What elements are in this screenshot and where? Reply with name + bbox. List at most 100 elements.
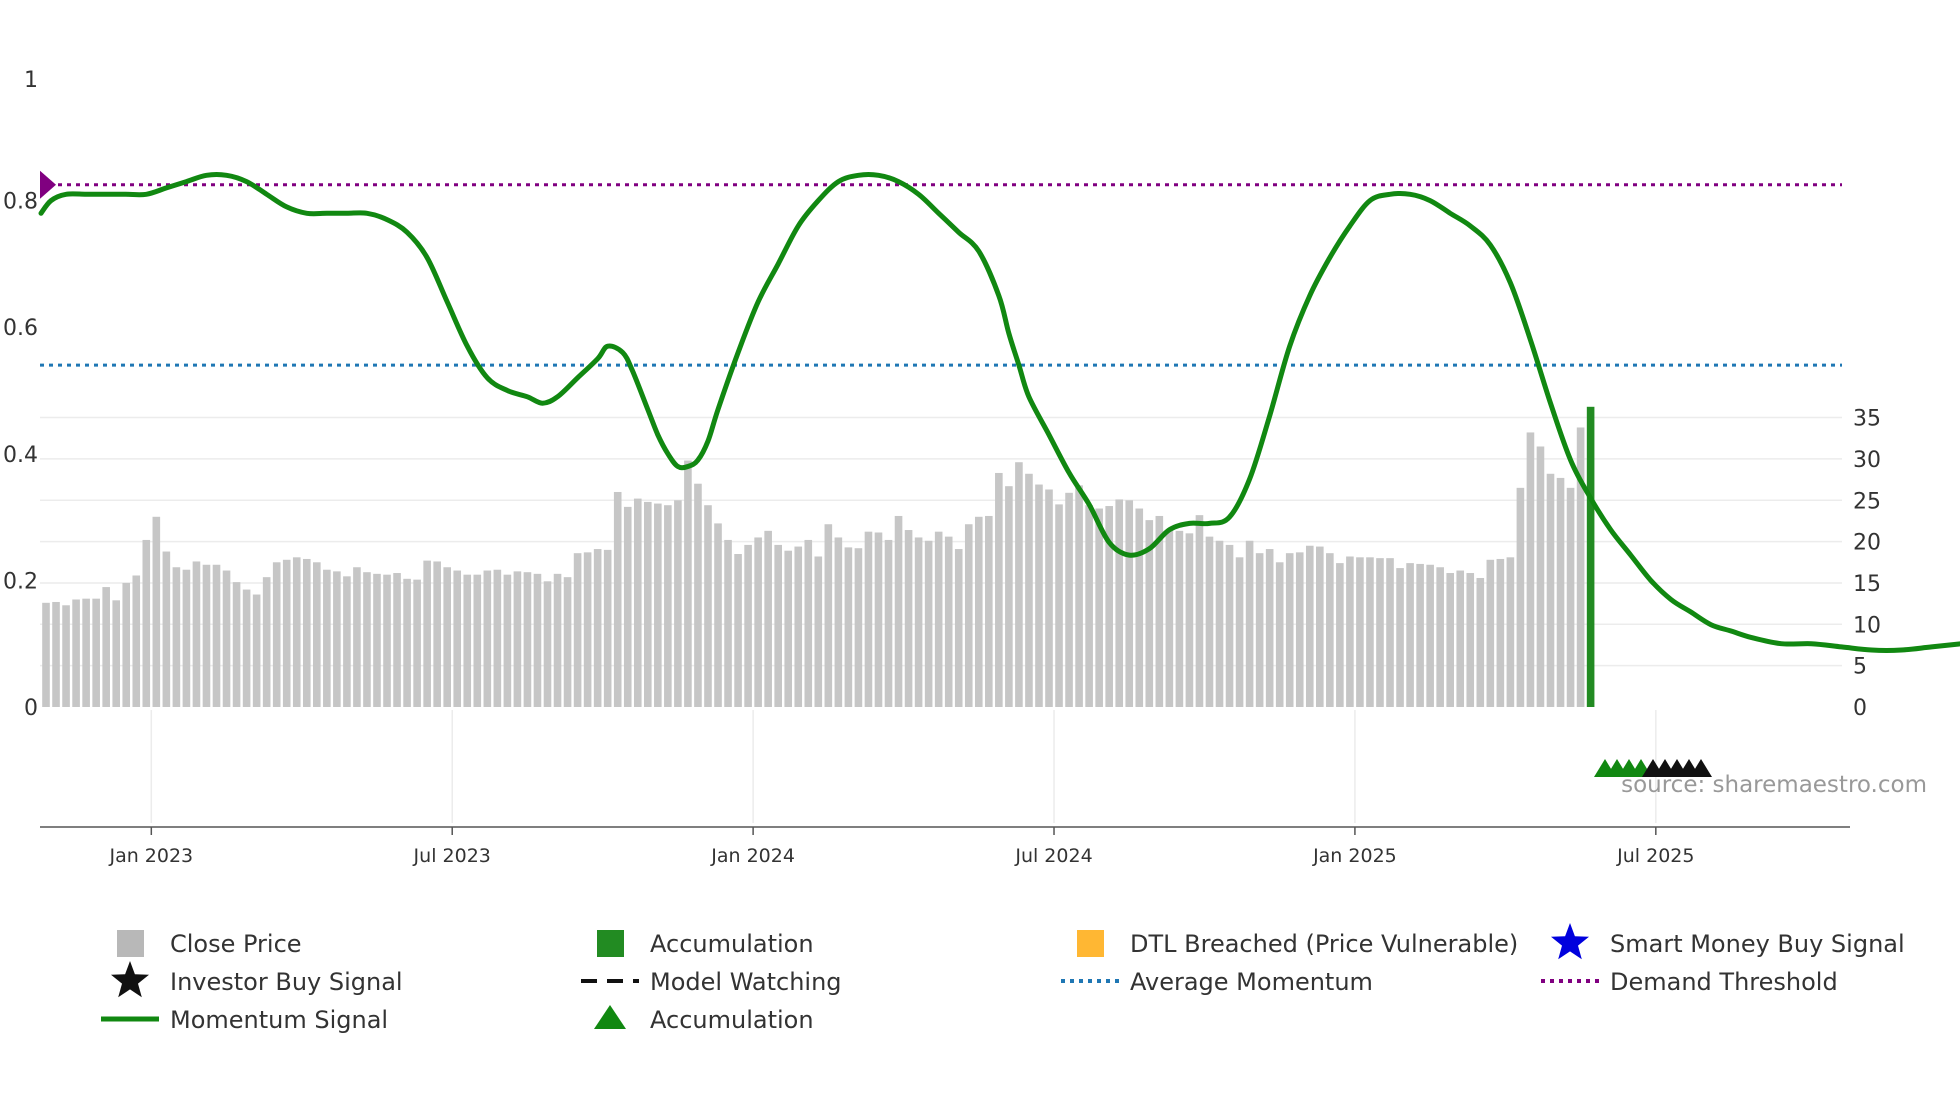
date-axis: Jan 2023 Jul 2023 Jan 2024 Jul 2024 Jan 2025… — [40, 826, 1850, 867]
close-price-bar — [1195, 515, 1204, 707]
close-price-bar — [1305, 545, 1314, 707]
close-price-bar — [262, 577, 271, 707]
close-price-bar — [573, 553, 582, 707]
left-axis: 0 0.2 0.4 0.6 0.8 1 — [3, 68, 38, 721]
right-tick-label: 15 — [1853, 572, 1881, 597]
legend-label: Accumulation — [650, 930, 814, 958]
close-price-bar — [1285, 553, 1294, 707]
close-price-bar — [1015, 462, 1023, 707]
close-price-bar — [593, 549, 602, 707]
close-price-bar — [633, 498, 642, 707]
left-tick-label: 0 — [24, 696, 38, 721]
legend: Close Price Accumulation DTL Breached (Pri… — [101, 923, 1905, 1034]
close-price-bar — [1546, 473, 1555, 707]
right-tick-label: 0 — [1853, 696, 1867, 721]
close-price-bar — [1055, 504, 1063, 707]
close-price-bar — [985, 515, 993, 707]
close-price-bar — [102, 587, 110, 707]
close-price-bar — [323, 569, 331, 707]
close-price-bar — [42, 602, 50, 707]
close-price-bar — [302, 558, 311, 707]
close-price-bar — [222, 570, 231, 707]
close-price-bar — [142, 539, 151, 707]
close-price-bar — [774, 544, 782, 707]
signal-panel — [1594, 759, 1712, 777]
close-price-bar — [1045, 489, 1053, 707]
close-price-bar — [1336, 563, 1344, 707]
close-price-bar — [1536, 446, 1545, 707]
left-tick-label: 0.4 — [3, 443, 38, 468]
close-price-bar — [272, 562, 281, 707]
legend-star-icon — [1551, 923, 1589, 960]
x-tick-label: Jul 2024 — [1014, 845, 1092, 867]
close-price-bar — [52, 601, 60, 707]
close-price-bar — [1376, 558, 1384, 707]
close-price-bar — [1496, 558, 1505, 707]
close-price-bar — [1225, 544, 1234, 707]
close-price-bar — [353, 567, 361, 707]
close-price-bar — [1356, 557, 1364, 707]
close-price-bar — [1426, 564, 1434, 707]
close-price-bar — [212, 564, 221, 707]
legend-square-icon — [1077, 930, 1104, 957]
close-price-bar — [734, 554, 742, 707]
legend-star-icon — [111, 961, 149, 998]
close-price-bar — [1235, 557, 1244, 707]
close-price-bar — [72, 599, 80, 707]
legend-square-icon — [597, 930, 624, 957]
close-price-bar — [162, 551, 171, 707]
close-price-bar — [473, 574, 482, 707]
close-price-bar — [1085, 505, 1093, 707]
close-price-bar — [122, 582, 131, 707]
close-price-bar — [1446, 573, 1454, 707]
close-price-bar — [393, 573, 401, 707]
close-price-bar — [1516, 487, 1525, 707]
close-price-bar — [202, 564, 211, 707]
left-tick-label: 0.6 — [3, 316, 38, 341]
x-tick-label: Jan 2024 — [710, 845, 795, 867]
close-price-bar — [1566, 487, 1575, 707]
close-price-bar — [92, 598, 100, 707]
close-price-bar — [1145, 520, 1154, 707]
close-price-bar — [493, 569, 502, 707]
demand-threshold-marker — [40, 170, 56, 199]
close-price-bar — [623, 506, 632, 707]
close-price-bar — [794, 546, 803, 707]
close-price-bar — [1215, 540, 1224, 707]
close-price-bar — [1125, 500, 1134, 707]
close-price-bar — [1265, 549, 1274, 707]
close-price-bar — [1175, 530, 1184, 707]
right-tick-label: 20 — [1853, 531, 1881, 556]
close-price-bar — [182, 569, 191, 707]
legend-label: Close Price — [170, 930, 302, 958]
close-price-bar — [834, 537, 843, 707]
close-price-bar — [924, 540, 933, 707]
close-price-bar — [1436, 567, 1444, 707]
close-price-bar — [192, 561, 201, 707]
close-price-bar — [583, 552, 592, 707]
close-price-bar — [1346, 556, 1354, 707]
legend-label: Momentum Signal — [170, 1006, 388, 1034]
left-tick-label: 0.8 — [3, 190, 38, 215]
legend-square-icon — [117, 930, 144, 957]
close-price-bar — [1576, 427, 1585, 707]
close-price-bar — [844, 547, 853, 707]
close-price-bar — [1416, 563, 1424, 707]
close-price-bar — [934, 531, 943, 707]
close-price-bar — [232, 582, 241, 707]
close-price-bar — [1476, 577, 1485, 707]
close-price-bar — [613, 491, 622, 707]
close-price-bar — [433, 561, 441, 707]
close-price-bar — [704, 505, 712, 707]
close-price-bar — [644, 501, 652, 707]
right-tick-label: 10 — [1853, 613, 1881, 638]
right-tick-label: 5 — [1853, 655, 1867, 680]
close-price-bar — [684, 460, 692, 707]
close-price-bar — [1065, 492, 1073, 707]
close-price-bar — [132, 575, 141, 707]
close-price-bar — [764, 530, 772, 707]
close-price-bar — [1556, 477, 1565, 707]
close-price-bar — [674, 500, 682, 707]
close-price-bar — [1185, 533, 1194, 707]
